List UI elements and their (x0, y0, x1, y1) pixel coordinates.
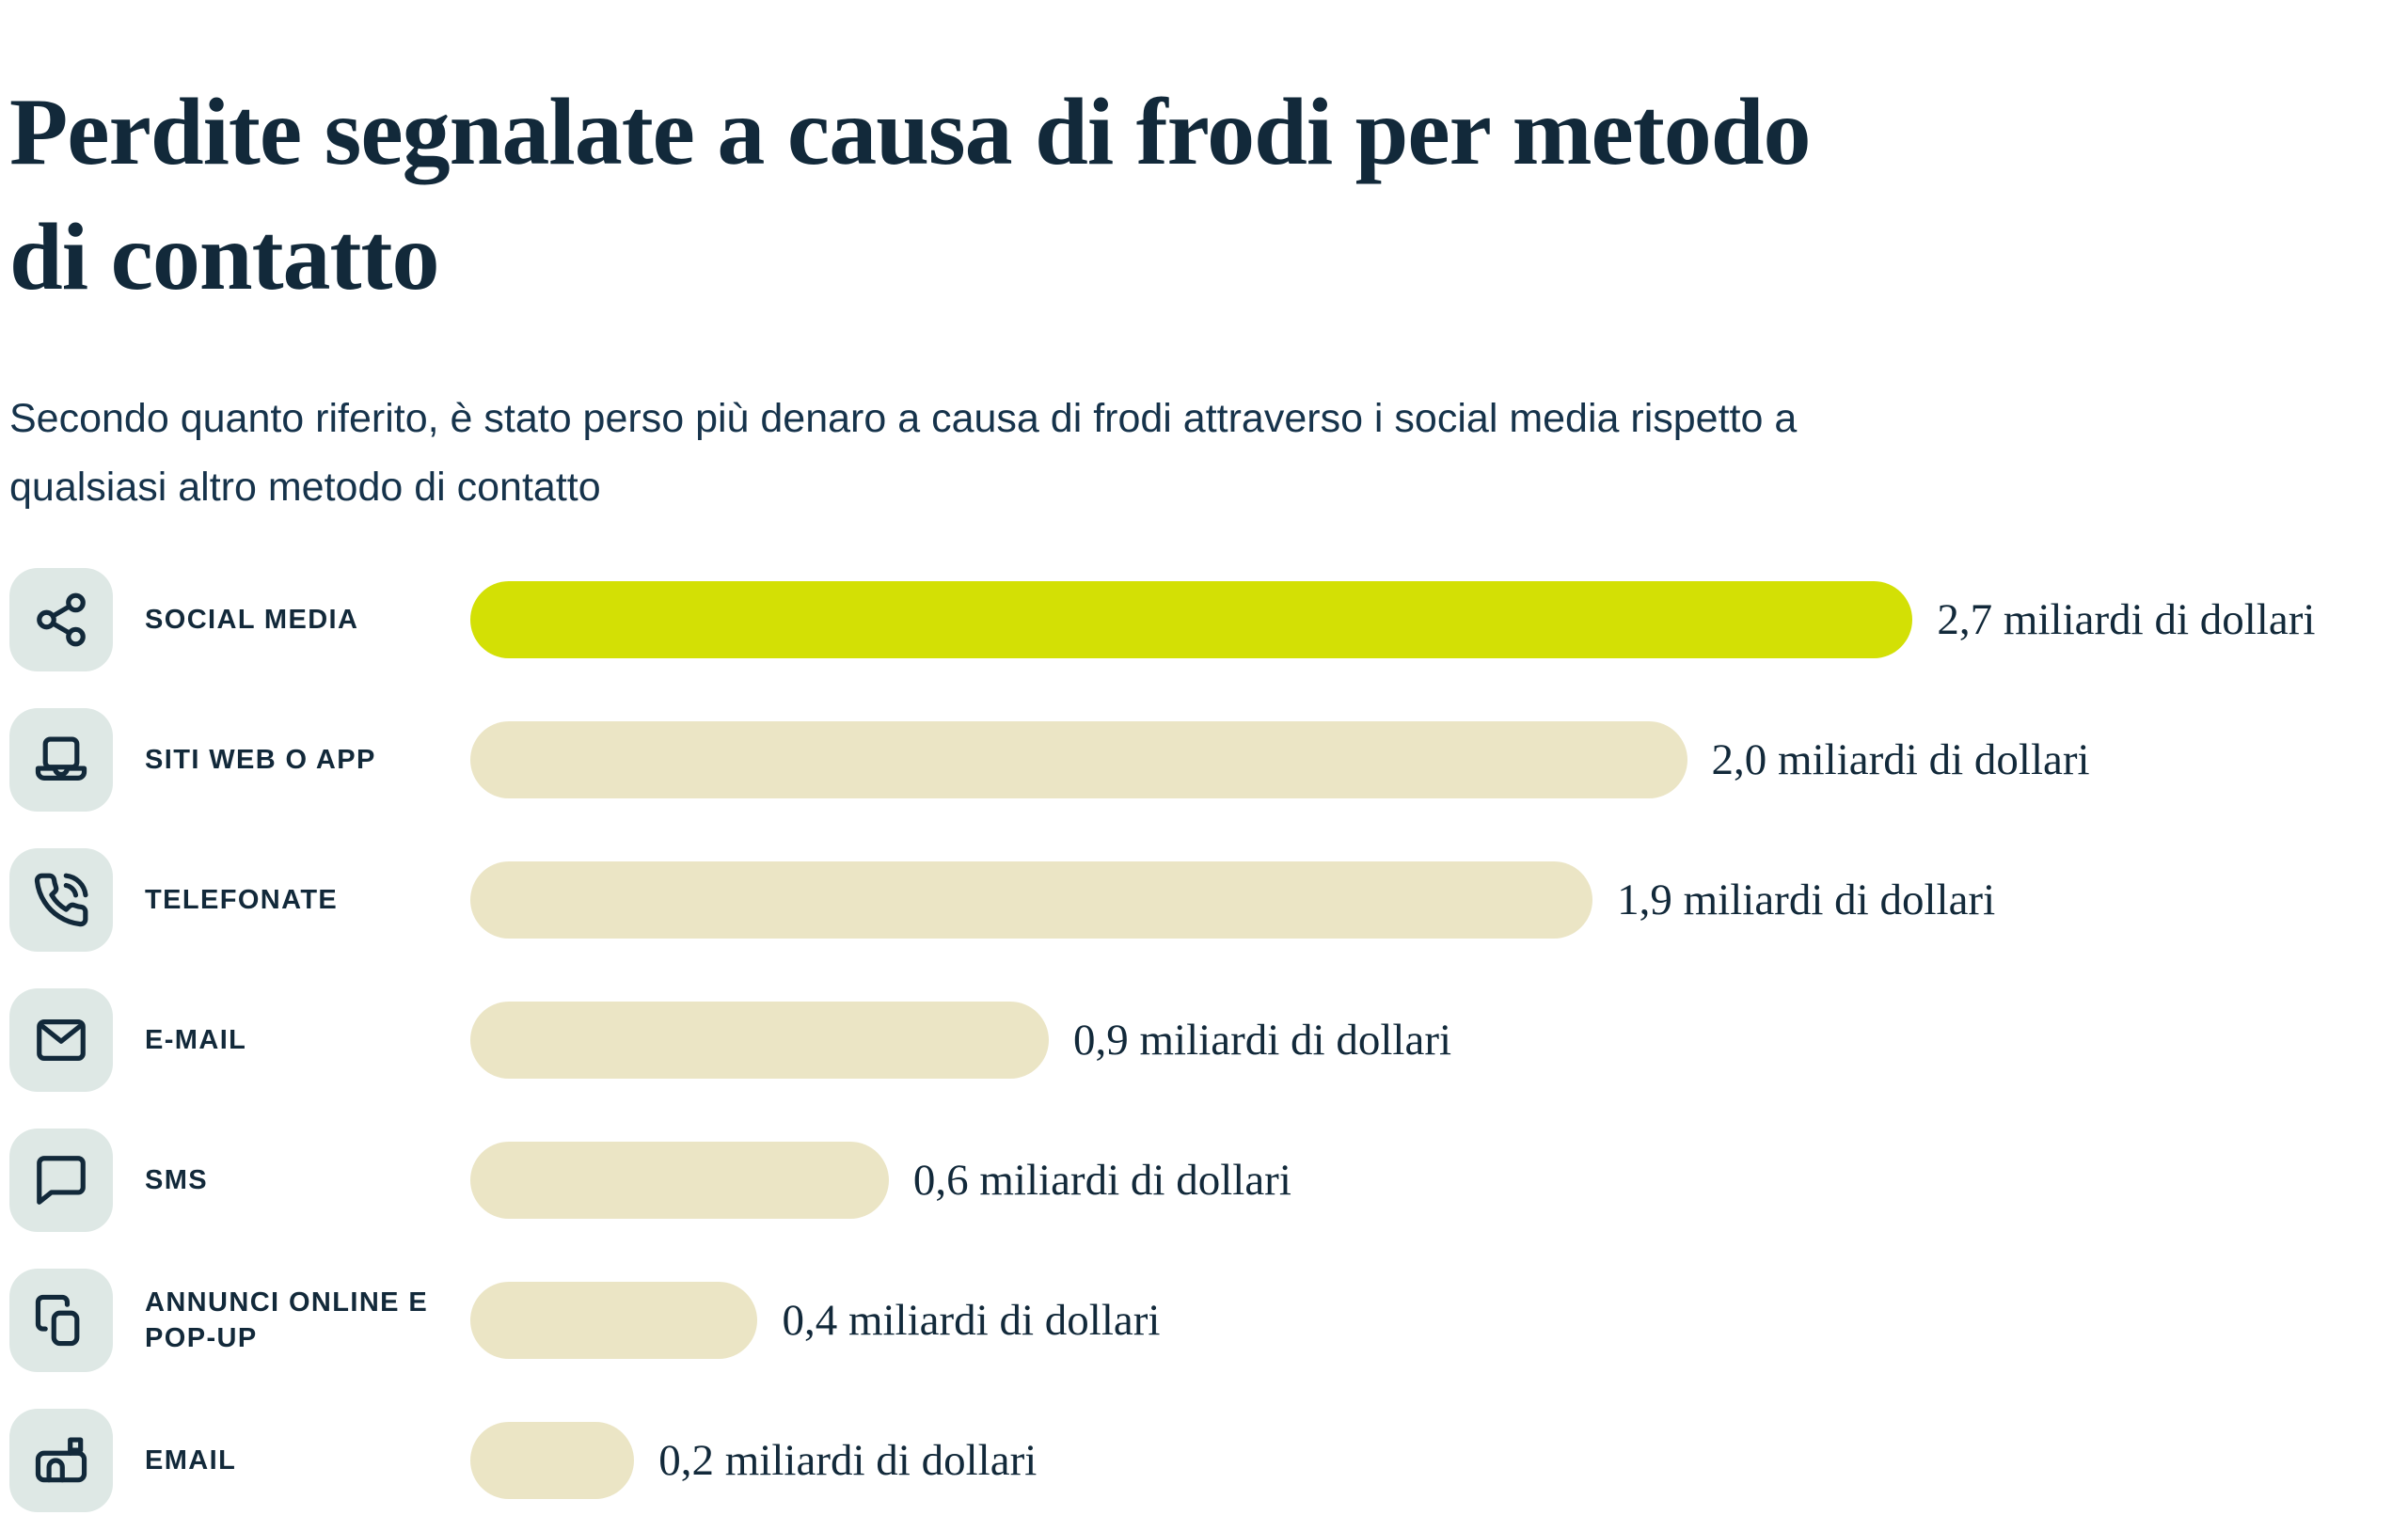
icon-box (9, 1409, 113, 1513)
page-title-line2: di contatto (9, 204, 439, 311)
mailbox-icon (35, 1437, 87, 1483)
bar (470, 1422, 635, 1500)
bar (470, 581, 1913, 659)
icon-box (9, 848, 113, 953)
icon-box (9, 568, 113, 672)
value-label: 1,9 miliardi di dollari (1617, 876, 1996, 925)
chart-row: SMS 0,6 miliardi di dollari (9, 1111, 2399, 1251)
page-title: Perdite segnalate a causa di frodi per m… (9, 64, 2399, 320)
bar-zone: 0,4 miliardi di dollari (470, 1282, 2399, 1360)
share-icon (37, 592, 86, 647)
bar (470, 1002, 1049, 1080)
bar-zone: 2,0 miliardi di dollari (470, 721, 2399, 799)
bar-zone: 1,9 miliardi di dollari (470, 861, 2399, 939)
bar-chart: SOCIAL MEDIA 2,7 miliardi di dollari SIT… (9, 550, 2399, 1531)
value-label: 0,9 miliardi di dollari (1073, 1016, 1452, 1065)
chart-row: EMAIL 0,2 miliardi di dollari (9, 1391, 2399, 1531)
bar-zone: 0,9 miliardi di dollari (470, 1002, 2399, 1080)
bar (470, 1282, 758, 1360)
bar-zone: 0,6 miliardi di dollari (470, 1142, 2399, 1220)
category-label: TELEFONATE (145, 885, 339, 916)
icon-box (9, 1269, 113, 1373)
phone-call-icon (34, 873, 88, 927)
category-label: EMAIL (145, 1445, 237, 1476)
chart-row: ANNUNCI ONLINE E POP-UP 0,4 miliardi di … (9, 1251, 2399, 1391)
copy-icon (35, 1295, 80, 1347)
value-label: 2,0 miliardi di dollari (1711, 735, 2090, 785)
page-title-line1: Perdite segnalate a causa di frodi per m… (9, 79, 1812, 186)
value-label: 0,6 miliardi di dollari (912, 1156, 1291, 1206)
value-label: 0,2 miliardi di dollari (658, 1436, 1038, 1486)
category-label: E-MAIL (145, 1025, 247, 1056)
speech-bubble-icon (37, 1156, 86, 1205)
category-label: ANNUNCI ONLINE E POP-UP (145, 1287, 429, 1354)
value-label: 2,7 miliardi di dollari (1937, 595, 2316, 645)
bar (470, 861, 1593, 939)
icon-box (9, 1129, 113, 1233)
chart-row: E-MAIL 0,9 miliardi di dollari (9, 971, 2399, 1111)
value-label: 0,4 miliardi di dollari (782, 1296, 1161, 1346)
bar-zone: 0,2 miliardi di dollari (470, 1422, 2399, 1500)
page-subtitle: Secondo quanto riferito, è stato perso p… (9, 385, 2399, 522)
laptop-icon (35, 736, 87, 781)
category-label: SMS (145, 1165, 209, 1196)
bar-zone: 2,7 miliardi di dollari (470, 581, 2399, 659)
icon-box (9, 708, 113, 813)
envelope-icon (37, 1019, 86, 1062)
chart-row: TELEFONATE 1,9 miliardi di dollari (9, 830, 2399, 971)
chart-row: SITI WEB O APP 2,0 miliardi di dollari (9, 690, 2399, 830)
icon-box (9, 988, 113, 1093)
infographic: Perdite segnalate a causa di frodi per m… (0, 64, 2408, 1530)
bar (470, 721, 1687, 799)
category-label: SOCIAL MEDIA (145, 605, 359, 636)
bar (470, 1142, 889, 1220)
category-label: SITI WEB O APP (145, 745, 376, 776)
page-subtitle-line1: Secondo quanto riferito, è stato perso p… (9, 395, 1798, 441)
chart-row: SOCIAL MEDIA 2,7 miliardi di dollari (9, 550, 2399, 690)
page-subtitle-line2: qualsiasi altro metodo di contatto (9, 464, 601, 510)
